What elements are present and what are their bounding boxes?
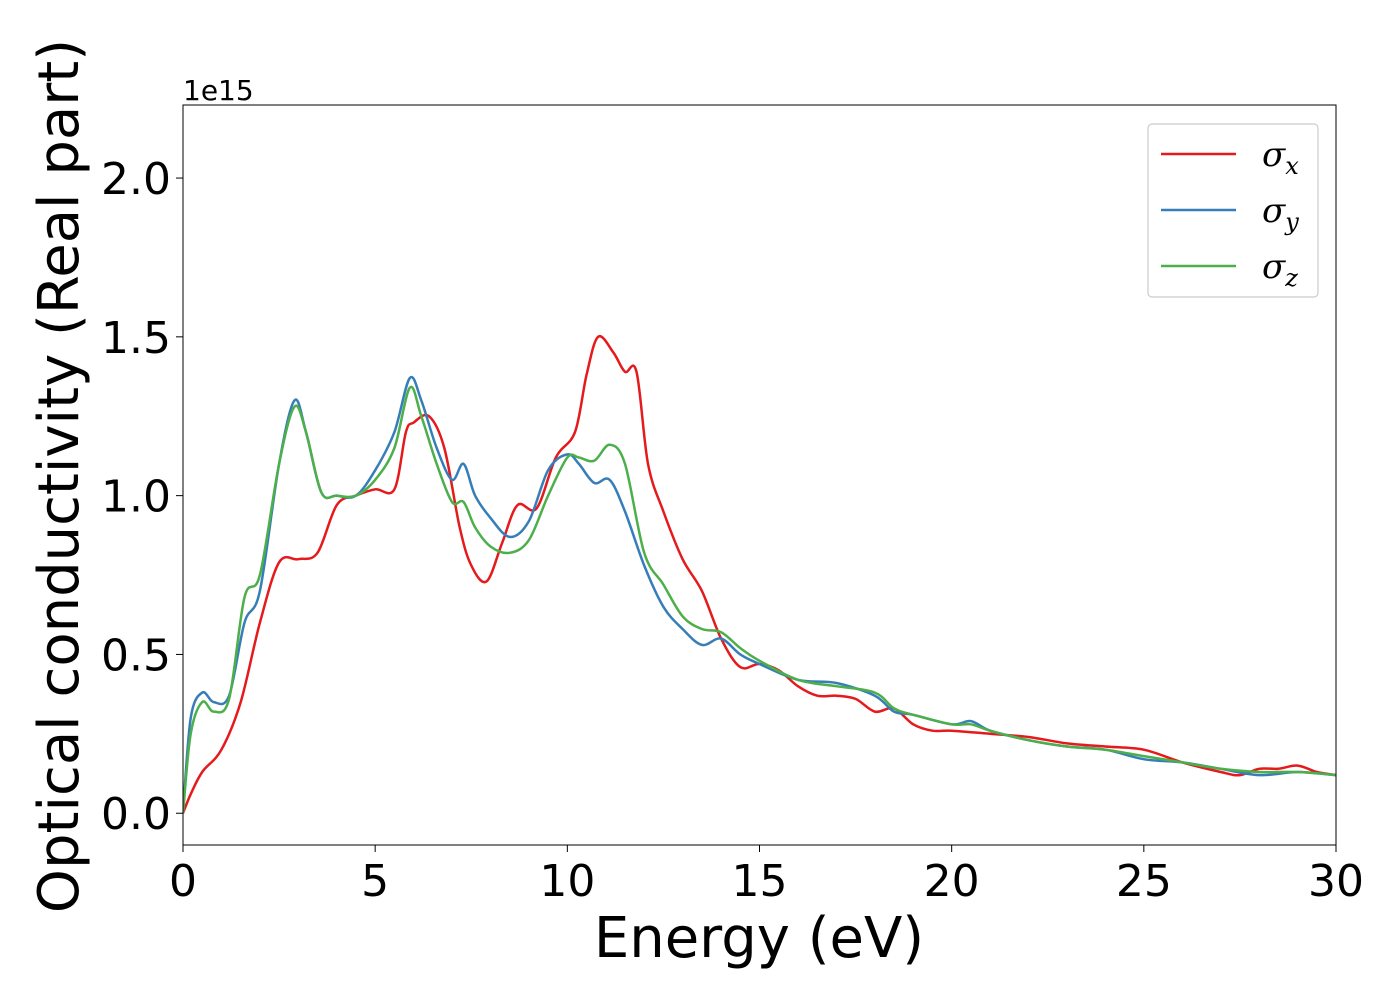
y-tick-label: 1.5 (101, 313, 171, 364)
y-tick-label: 0.5 (101, 630, 171, 681)
x-tick-label: 0 (169, 856, 197, 907)
legend-label-z: σz (1262, 247, 1298, 292)
plot-area (183, 334, 1336, 814)
series-line-x (183, 334, 1336, 814)
y-tick-label: 2.0 (101, 154, 171, 205)
x-tick-label: 15 (732, 856, 788, 907)
y-tick-label: 1.0 (101, 472, 171, 523)
x-tick-label: 5 (361, 856, 389, 907)
x-tick-label: 25 (1116, 856, 1172, 907)
axes: 0 5 10 15 20 25 30 0.0 0.5 1.0 1.5 2.0 (101, 104, 1364, 907)
y-axis-label: Optical conductivity (Real part) (27, 39, 92, 913)
legend-label-y: σy (1262, 191, 1299, 236)
x-axis-label: Energy (eV) (594, 906, 924, 971)
legend: σx σy σz (1147, 123, 1319, 298)
y-tick-label: 0.0 (101, 789, 171, 840)
y-offset-label: 1e15 (183, 74, 254, 107)
legend-label-x: σx (1262, 135, 1299, 180)
series-line-y (183, 375, 1336, 814)
x-tick-label: 30 (1308, 856, 1364, 907)
series-line-z (183, 385, 1336, 814)
x-tick-label: 20 (924, 856, 980, 907)
x-tick-label: 10 (539, 856, 595, 907)
